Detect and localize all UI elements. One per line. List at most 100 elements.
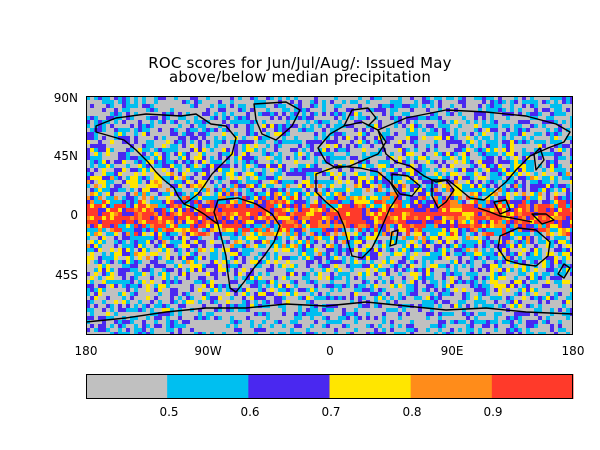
- field-cell: [346, 272, 350, 276]
- field-cell: [102, 328, 106, 332]
- field-cell: [294, 232, 298, 236]
- field-cell: [134, 268, 138, 272]
- field-cell: [158, 288, 162, 292]
- field-cell: [474, 284, 478, 288]
- field-cell: [562, 240, 566, 244]
- field-cell: [146, 216, 150, 220]
- field-cell: [570, 196, 573, 200]
- field-cell: [266, 224, 270, 228]
- field-cell: [178, 168, 182, 172]
- field-cell: [98, 288, 102, 292]
- field-cell: [266, 220, 270, 224]
- field-cell: [542, 108, 546, 112]
- field-cell: [478, 104, 482, 108]
- field-cell: [94, 216, 98, 220]
- field-cell: [170, 168, 174, 172]
- field-cell: [178, 208, 182, 212]
- field-cell: [210, 312, 214, 316]
- field-cell: [522, 168, 526, 172]
- field-cell: [326, 292, 330, 296]
- field-cell: [110, 200, 114, 204]
- field-cell: [230, 320, 234, 324]
- field-cell: [314, 200, 318, 204]
- field-cell: [378, 176, 382, 180]
- field-cell: [442, 188, 446, 192]
- field-cell: [106, 116, 110, 120]
- field-cell: [494, 136, 498, 140]
- field-cell: [166, 188, 170, 192]
- field-cell: [134, 168, 138, 172]
- field-cell: [274, 276, 278, 280]
- field-cell: [442, 224, 446, 228]
- field-cell: [382, 208, 386, 212]
- field-cell: [234, 132, 238, 136]
- field-cell: [262, 292, 266, 296]
- field-cell: [258, 292, 262, 296]
- field-cell: [214, 200, 218, 204]
- field-cell: [458, 252, 462, 256]
- field-cell: [210, 160, 214, 164]
- field-cell: [322, 120, 326, 124]
- field-cell: [154, 160, 158, 164]
- field-cell: [346, 244, 350, 248]
- field-cell: [98, 324, 102, 328]
- field-cell: [534, 292, 538, 296]
- field-cell: [346, 324, 350, 328]
- field-cell: [274, 132, 278, 136]
- field-cell: [486, 240, 490, 244]
- field-cell: [234, 224, 238, 228]
- field-cell: [358, 236, 362, 240]
- field-cell: [374, 280, 378, 284]
- field-cell: [570, 136, 573, 140]
- field-cell: [418, 268, 422, 272]
- field-cell: [546, 196, 550, 200]
- field-cell: [414, 204, 418, 208]
- field-cell: [370, 228, 374, 232]
- field-cell: [118, 156, 122, 160]
- field-cell: [486, 200, 490, 204]
- field-cell: [246, 196, 250, 200]
- field-cell: [178, 312, 182, 316]
- field-cell: [122, 132, 126, 136]
- field-cell: [126, 156, 130, 160]
- field-cell: [294, 124, 298, 128]
- field-cell: [542, 296, 546, 300]
- field-cell: [130, 244, 134, 248]
- field-cell: [450, 320, 454, 324]
- field-cell: [350, 256, 354, 260]
- field-cell: [366, 204, 370, 208]
- field-cell: [134, 192, 138, 196]
- field-cell: [366, 140, 370, 144]
- field-cell: [314, 308, 318, 312]
- field-cell: [514, 128, 518, 132]
- field-cell: [454, 280, 458, 284]
- field-cell: [294, 240, 298, 244]
- field-cell: [202, 148, 206, 152]
- field-cell: [450, 164, 454, 168]
- field-cell: [570, 192, 573, 196]
- field-cell: [402, 296, 406, 300]
- field-cell: [318, 120, 322, 124]
- field-cell: [474, 124, 478, 128]
- field-cell: [546, 272, 550, 276]
- field-cell: [486, 232, 490, 236]
- field-cell: [354, 224, 358, 228]
- field-cell: [354, 232, 358, 236]
- field-cell: [414, 228, 418, 232]
- field-cell: [542, 320, 546, 324]
- field-cell: [310, 332, 314, 335]
- field-cell: [118, 304, 122, 308]
- field-cell: [114, 204, 118, 208]
- field-cell: [570, 224, 573, 228]
- field-cell: [222, 128, 226, 132]
- field-cell: [234, 144, 238, 148]
- field-cell: [454, 196, 458, 200]
- field-cell: [450, 328, 454, 332]
- field-cell: [470, 176, 474, 180]
- field-cell: [466, 312, 470, 316]
- field-cell: [518, 208, 522, 212]
- field-cell: [98, 140, 102, 144]
- field-cell: [454, 248, 458, 252]
- field-cell: [274, 228, 278, 232]
- field-cell: [534, 248, 538, 252]
